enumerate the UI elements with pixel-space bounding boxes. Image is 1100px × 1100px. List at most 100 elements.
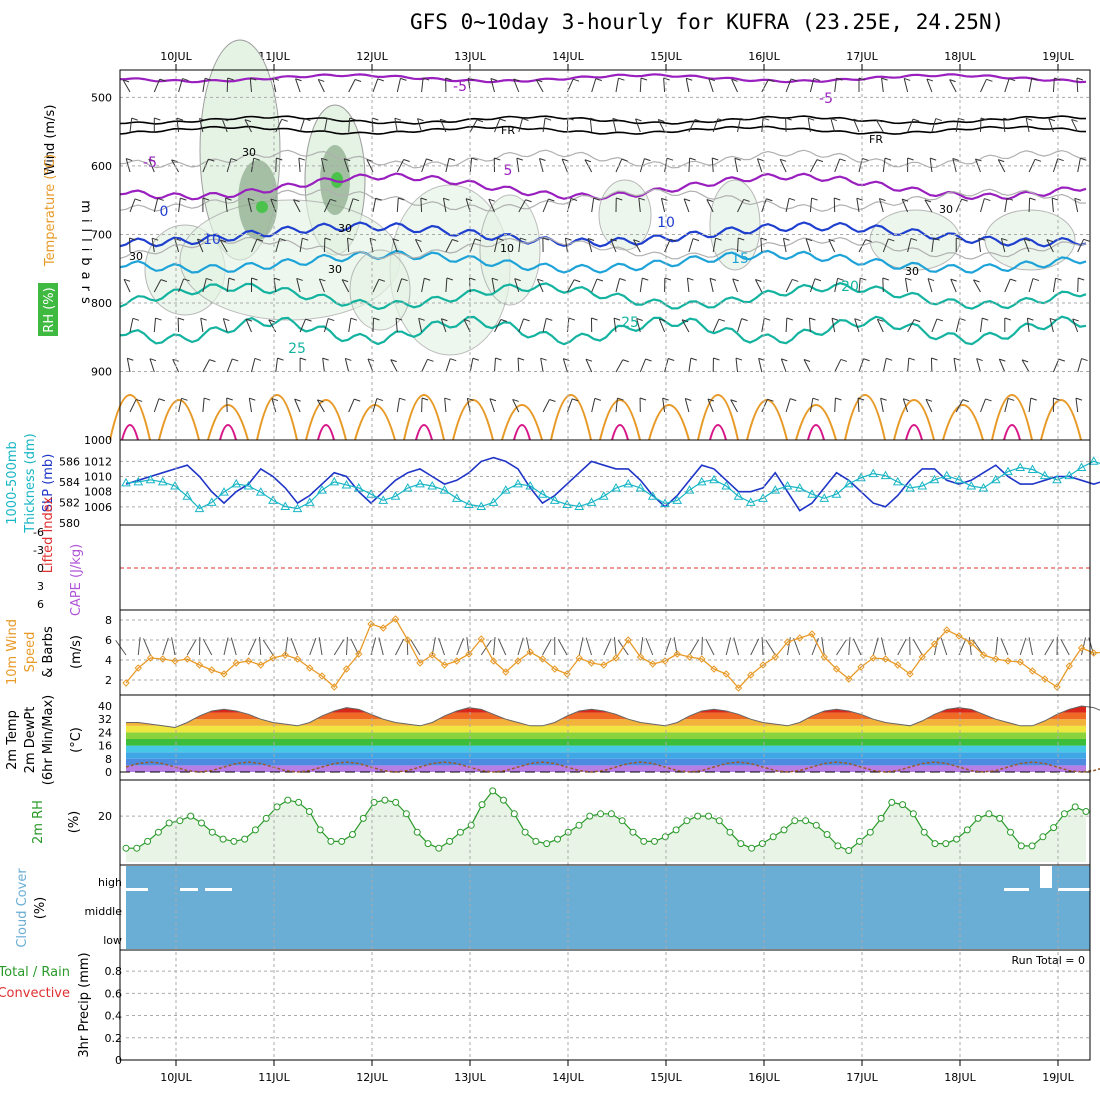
wind10m-barb-48 bbox=[705, 638, 715, 656]
wind-barb-flag-314 bbox=[953, 357, 961, 361]
low-level-contour-15 bbox=[844, 394, 886, 441]
wind-barb-232 bbox=[904, 278, 909, 293]
wind-barb-118 bbox=[1052, 158, 1059, 173]
wind-barb-148 bbox=[809, 198, 813, 213]
wind-barb-flag-146 bbox=[766, 198, 773, 202]
wind10m-marker-22 bbox=[391, 615, 400, 623]
wind-barb-flag-249 bbox=[350, 317, 358, 321]
wind-barb-flag-24 bbox=[708, 78, 716, 82]
thickness-marker-57 bbox=[819, 493, 830, 502]
wind-barb-flag-84 bbox=[230, 158, 238, 162]
wind-barb-93 bbox=[445, 158, 450, 173]
wind10m-marker-38 bbox=[587, 659, 596, 667]
wind10m-barb-72 bbox=[1000, 638, 1009, 656]
wind10m-barb-43 bbox=[645, 638, 654, 656]
wind-barb-flag-95 bbox=[494, 157, 501, 161]
wind10m-barb-50 bbox=[733, 637, 739, 656]
wind-barb-flag-123 bbox=[202, 197, 210, 201]
wind-barb-flag-70 bbox=[853, 118, 860, 122]
wind-barb-flag-179 bbox=[587, 238, 595, 241]
wind-barb-116 bbox=[997, 159, 1006, 173]
wind-barb-96 bbox=[516, 158, 520, 173]
wind-barb-163 bbox=[196, 238, 204, 253]
slp-tick-2: 1008 bbox=[84, 486, 112, 499]
wind10m-marker-54 bbox=[783, 638, 792, 646]
wind-barb-61 bbox=[635, 118, 641, 133]
rh2m-marker-20 bbox=[338, 837, 346, 845]
rh-contour-2 bbox=[119, 236, 1087, 260]
wind-barb-flag-64 bbox=[717, 118, 724, 122]
thickness-marker-24 bbox=[415, 478, 425, 488]
wind10m-marker-66 bbox=[930, 640, 939, 648]
thickness-marker-30 bbox=[488, 497, 499, 506]
wind-barb-flag-326 bbox=[271, 398, 279, 402]
wind-barb-flag-234 bbox=[950, 278, 957, 282]
rh2m-marker-3 bbox=[154, 828, 162, 836]
wind-barb-flag-351 bbox=[880, 397, 887, 401]
wind10m-marker-0 bbox=[122, 679, 130, 687]
wind-barb-flag-260 bbox=[613, 317, 621, 321]
wind-barb-328 bbox=[316, 399, 325, 413]
wind-barb-flag-305 bbox=[735, 357, 743, 361]
wind-barb-344 bbox=[707, 398, 714, 413]
wind10m-barb-12 bbox=[262, 639, 274, 656]
thickness-marker-54 bbox=[782, 480, 793, 490]
wind-barb-flag-317 bbox=[1021, 359, 1029, 363]
wind-barb-285 bbox=[251, 358, 256, 373]
temp-contour-7 bbox=[119, 315, 1087, 346]
thickness-marker-12 bbox=[268, 495, 278, 504]
wind-barb-20 bbox=[615, 78, 619, 93]
wind-barb-flag-49 bbox=[349, 117, 356, 121]
wind-barb-flag-150 bbox=[856, 197, 863, 201]
wind-barb-347 bbox=[785, 398, 791, 413]
thickness-marker-0 bbox=[121, 477, 131, 487]
wind-barb-273 bbox=[931, 318, 938, 333]
wind-barb-45 bbox=[244, 119, 252, 133]
wind-barb-133 bbox=[442, 198, 447, 213]
wind10m-barb-31 bbox=[497, 638, 507, 656]
wind-barb-flag-334 bbox=[467, 397, 474, 401]
wind-barb-122 bbox=[178, 198, 181, 213]
wind-barb-flag-115 bbox=[975, 158, 982, 162]
temp2m-label: 2m Temp bbox=[5, 710, 20, 770]
wind10m-marker-13 bbox=[281, 651, 289, 659]
wind-barb-326 bbox=[271, 398, 277, 413]
wind-barb-flag-81 bbox=[148, 158, 155, 162]
rh-contour-1 bbox=[119, 188, 1087, 212]
wind-barb-flag-55 bbox=[499, 118, 506, 122]
wind-barb-34 bbox=[949, 79, 957, 93]
wind10m-unit-label: (m/s) bbox=[69, 635, 84, 669]
wind-barb-flag-193 bbox=[933, 237, 940, 241]
hot-contour-10 bbox=[611, 424, 629, 441]
rh-region-7 bbox=[709, 179, 761, 271]
wind-barb-51 bbox=[394, 118, 398, 133]
rh2m-marker-0 bbox=[122, 844, 130, 852]
cloud-gap-0 bbox=[126, 888, 148, 891]
rh2m-marker-34 bbox=[489, 787, 497, 795]
wind-barb-flag-248 bbox=[328, 318, 335, 322]
thickness-marker-63 bbox=[892, 476, 903, 486]
rh2m-marker-42 bbox=[575, 821, 583, 829]
wind-barb-60 bbox=[612, 118, 617, 133]
wind-barb-flag-220 bbox=[619, 278, 626, 281]
rh2m-marker-62 bbox=[791, 817, 799, 825]
wind-barb-183 bbox=[688, 238, 694, 253]
wind-barb-25 bbox=[731, 79, 738, 93]
wind10m-marker-50 bbox=[734, 684, 743, 692]
thickness-marker-23 bbox=[402, 483, 413, 492]
wind-barb-120 bbox=[129, 198, 136, 213]
wind-barb-226 bbox=[754, 279, 763, 293]
temp-contour-label-5: 10 bbox=[203, 232, 221, 248]
wind-barb-124 bbox=[224, 198, 228, 213]
wind-barb-flag-266 bbox=[764, 317, 771, 321]
wind-barb-174 bbox=[469, 238, 476, 253]
rh2m-marker-43 bbox=[586, 812, 594, 820]
temp-contour-label-2: -5 bbox=[143, 155, 157, 171]
thickness-marker-4 bbox=[170, 480, 180, 490]
wind-barb-189 bbox=[828, 239, 836, 253]
hot-contour-2 bbox=[219, 424, 237, 441]
wind-barb-flag-125 bbox=[247, 197, 255, 201]
wind-barb-flag-54 bbox=[476, 119, 484, 123]
wind-barb-159 bbox=[1074, 198, 1079, 213]
wind-barb-flag-78 bbox=[1048, 118, 1056, 122]
